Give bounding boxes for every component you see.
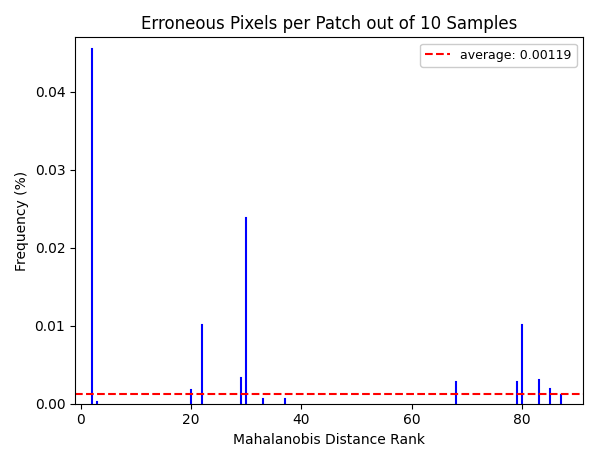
X-axis label: Mahalanobis Distance Rank: Mahalanobis Distance Rank	[233, 433, 425, 447]
Title: Erroneous Pixels per Patch out of 10 Samples: Erroneous Pixels per Patch out of 10 Sam…	[141, 15, 517, 33]
Y-axis label: Frequency (%): Frequency (%)	[15, 170, 29, 271]
Legend: average: 0.00119: average: 0.00119	[420, 43, 576, 67]
